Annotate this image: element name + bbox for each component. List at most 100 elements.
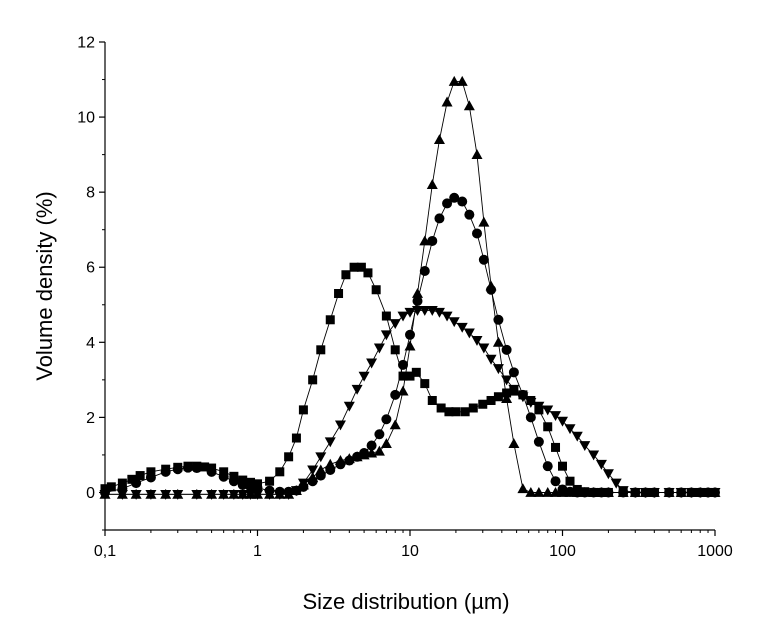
triangle-down-marker [525,397,537,408]
circle-marker [442,198,453,209]
triangle-down-marker [433,307,445,318]
triangle-down-marker [629,488,641,498]
circle-marker [366,440,377,451]
square-marker [468,403,478,413]
triangle-up-marker [602,486,614,497]
square-marker [420,379,430,389]
triangle-up-marker [588,486,600,497]
triangle-down-marker [448,317,460,328]
triangle-up-marker [463,100,475,111]
circle-marker [381,414,392,425]
square-marker [427,395,437,405]
triangle-down-marker [663,488,675,498]
circle-marker [508,367,519,378]
square-marker [398,371,408,381]
y-tick-label: 8 [86,185,95,202]
triangle-down-marker [351,384,363,395]
square-marker [117,478,127,488]
square-marker [502,388,512,398]
circle-marker [501,344,512,355]
square-marker [390,345,400,355]
triangle-down-marker [283,489,295,500]
triangle-down-marker [478,343,490,354]
triangle-down-marker [508,384,520,395]
triangle-up-marker [373,445,385,456]
circle-marker [182,462,193,473]
circle-marker [374,429,385,440]
triangle-down-marker [172,489,184,500]
triangle-up-marker [525,486,537,497]
square-marker [371,285,381,295]
circle-marker [525,412,536,423]
y-tick-label: 12 [77,35,95,52]
circle-marker [237,479,248,490]
triangle-down-marker [492,364,504,375]
triangle-down-marker [709,488,721,498]
triangle-down-marker [145,489,157,500]
triangle-down-marker [471,336,483,346]
circle-marker [191,463,202,474]
square-marker [106,482,116,492]
y-tick-label: 2 [86,410,95,427]
triangle-up-marker [485,280,497,291]
triangle-down-marker [501,375,513,386]
triangle-up-marker [571,486,583,497]
circle-marker [427,235,438,246]
square-marker [200,462,210,472]
triangle-up-marker [564,486,576,497]
square-marker [478,399,488,409]
square-marker [308,375,318,385]
triangle-down-marker [343,401,355,412]
triangle-down-marker [675,488,687,498]
triangle-up-marker [404,340,416,351]
triangle-down-marker [264,489,276,500]
square-marker [316,345,326,355]
triangle-down-marker [191,489,203,500]
triangle-down-marker [116,489,128,500]
triangle-down-marker [228,489,240,500]
triangle-down-marker [324,437,336,448]
triangle-down-marker [463,328,475,339]
circle-marker [550,476,561,487]
circle-marker [228,476,239,487]
circle-marker [533,436,544,447]
triangle-down-marker [595,459,607,470]
triangle-down-marker [602,469,614,480]
triangle-up-marker [501,393,513,404]
square-marker [349,262,359,272]
triangle-down-marker [639,488,651,498]
circle-marker [457,196,468,207]
triangle-up-marker [579,486,591,497]
triangle-down-marker [358,371,370,382]
circle-marker [172,464,183,475]
triangle-down-marker [571,431,583,442]
triangle-down-marker [550,411,562,422]
series-1 [100,262,720,497]
y-tick-label: 0 [86,485,95,502]
triangle-up-marker [492,336,504,347]
square-marker [543,422,553,432]
triangle-up-marker [412,288,424,298]
triangle-down-marker [245,489,257,500]
circle-marker [398,359,409,370]
triangle-down-marker [315,452,327,463]
triangle-down-marker [404,307,416,318]
triangle-down-marker [297,478,309,489]
triangle-up-marker [380,438,392,449]
square-marker [444,407,454,417]
triangle-down-marker [617,486,629,497]
triangle-down-marker [685,488,697,498]
y-axis-title: Volume density (%) [32,191,57,381]
triangle-down-marker [252,489,263,500]
triangle-up-marker [471,149,483,160]
series-layer [99,75,721,500]
triangle-up-marker [595,486,607,497]
y-tick-label: 10 [77,110,95,127]
triangle-down-marker [694,488,706,498]
triangle-down-marker [380,330,392,341]
triangle-up-marker [448,75,460,86]
circle-marker [206,466,217,477]
square-marker [486,395,496,405]
triangle-up-marker [389,419,401,430]
